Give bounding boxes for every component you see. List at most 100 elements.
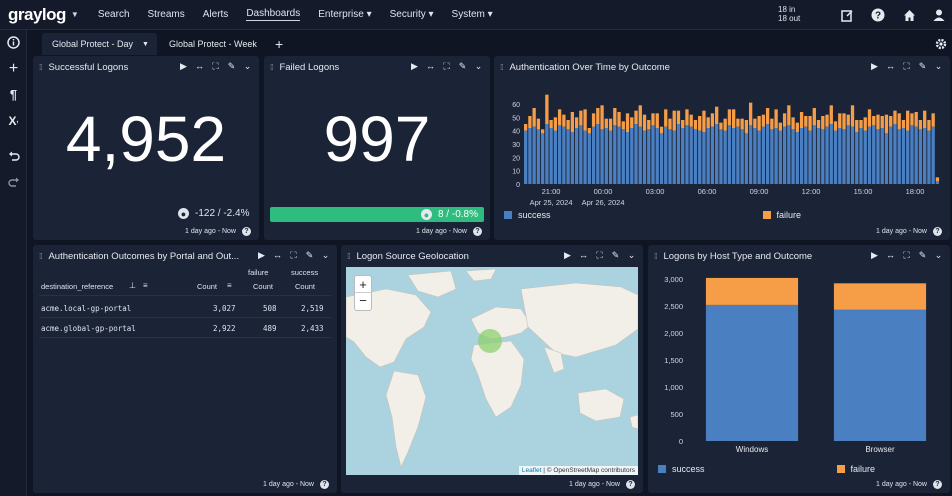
play-icon[interactable]: ▶ (411, 61, 418, 71)
widget-toolbar: ▶ ↔ ⛶ ✎ ⌄ (869, 60, 944, 72)
play-icon[interactable]: ▶ (258, 250, 265, 260)
throughput-indicator: 18 in 18 out (778, 5, 800, 23)
bar-success (570, 132, 575, 184)
expand-width-icon[interactable]: ↔ (579, 250, 588, 260)
geo-hotspot-marker[interactable] (478, 329, 502, 353)
drag-handle-icon[interactable]: ⁞⁞ (347, 251, 351, 261)
redo-icon[interactable] (5, 173, 22, 190)
drag-handle-icon[interactable]: ⁞⁞ (39, 251, 43, 261)
info-icon[interactable] (5, 34, 22, 51)
nav-dashboards[interactable]: Dashboards (246, 8, 301, 21)
fullscreen-icon[interactable]: ⛶ (212, 61, 219, 71)
widget-menu-caret-icon[interactable]: ⌄ (934, 250, 943, 260)
bar-failure (859, 120, 863, 128)
help-icon[interactable]: ? (933, 480, 942, 489)
help-icon[interactable]: ? (242, 227, 251, 236)
bar-failure (536, 118, 541, 130)
fullscreen-icon[interactable]: ⛶ (290, 250, 297, 260)
widget-menu-caret-icon[interactable]: ⌄ (321, 250, 330, 260)
bar-success (727, 125, 732, 184)
edit-icon[interactable]: ✎ (918, 61, 927, 71)
top-navigation-bar: graylog ▼ Search Streams Alerts Dashboar… (0, 0, 952, 30)
legend-swatch-failure (836, 465, 845, 473)
bar-failure (617, 112, 621, 127)
y-tick-label: 2,000 (664, 329, 683, 338)
expand-width-icon[interactable]: ↔ (273, 250, 282, 260)
fullscreen-icon[interactable]: ⛶ (443, 61, 450, 71)
y-tick-label: 30 (512, 142, 520, 149)
tab-menu-caret-icon[interactable]: ▼ (142, 40, 149, 48)
pin-icon[interactable]: ⊥ (129, 281, 136, 290)
cell-success: 2,519 (301, 304, 324, 313)
bar-failure (761, 114, 766, 127)
bar-success (545, 124, 549, 184)
fullscreen-icon[interactable]: ⛶ (903, 61, 910, 71)
drag-handle-icon[interactable]: ⁞⁞ (39, 62, 43, 72)
widget-menu-caret-icon[interactable]: ⌄ (243, 61, 252, 71)
zoom-out-button[interactable]: − (359, 293, 367, 308)
widget-menu-caret-icon[interactable]: ⌄ (627, 250, 636, 260)
edit-icon[interactable]: ✎ (227, 61, 236, 71)
bar-success (838, 128, 842, 184)
bar-failure (705, 277, 799, 305)
play-icon[interactable]: ▶ (871, 61, 878, 71)
bar-success (808, 130, 812, 184)
paragraph-icon[interactable]: ¶ (9, 87, 18, 102)
nav-streams[interactable]: Streams (147, 9, 185, 20)
fullscreen-icon[interactable]: ⛶ (903, 250, 910, 260)
nav-enterprise[interactable]: Enterprise ▾ (318, 9, 372, 20)
undo-icon[interactable] (5, 147, 22, 164)
dashboard-settings-gear-icon[interactable] (935, 37, 947, 55)
logo-caret-icon[interactable]: ▼ (70, 10, 79, 19)
user-icon[interactable] (931, 7, 947, 23)
expand-width-icon[interactable]: ↔ (426, 61, 435, 71)
leaflet-link[interactable]: Leaflet (521, 467, 542, 474)
expand-width-icon[interactable]: ↔ (195, 61, 204, 71)
expand-width-icon[interactable]: ↔ (886, 61, 895, 71)
play-icon[interactable]: ▶ (564, 250, 571, 260)
help-icon[interactable]: ? (320, 480, 329, 489)
nav-system[interactable]: System ▾ (451, 9, 493, 20)
sort-icon[interactable]: ≡ (227, 281, 232, 290)
nav-alerts[interactable]: Alerts (202, 9, 229, 20)
bar-failure (804, 116, 808, 127)
drag-handle-icon[interactable]: ⁞⁞ (270, 62, 274, 72)
table-row[interactable]: acme.local-gp-portal 3,027 508 2,519 (39, 298, 331, 318)
help-icon[interactable]: ? (626, 480, 635, 489)
home-icon[interactable] (901, 7, 917, 23)
help-icon[interactable]: ? (870, 7, 886, 23)
parameters-icon[interactable]: X, (8, 113, 19, 128)
edit-icon[interactable]: ✎ (918, 250, 927, 260)
help-icon[interactable]: ? (473, 227, 482, 236)
edit-notes-icon[interactable] (839, 7, 855, 23)
fullscreen-icon[interactable]: ⛶ (596, 250, 603, 260)
bar-failure (880, 116, 884, 128)
tab-global-protect-day[interactable]: Global Protect - Day ▼ (42, 33, 157, 55)
drag-handle-icon[interactable]: ⁞⁞ (654, 251, 658, 261)
edit-icon[interactable]: ✎ (305, 250, 314, 260)
add-widget-icon[interactable]: + (8, 59, 19, 77)
zoom-in-button[interactable]: + (355, 276, 371, 293)
graylog-logo[interactable]: graylog (8, 4, 66, 24)
nav-security[interactable]: Security ▾ (389, 9, 434, 20)
bar-failure (596, 108, 600, 124)
add-tab-button[interactable]: + (275, 36, 284, 52)
widget-menu-caret-icon[interactable]: ⌄ (474, 61, 483, 71)
widget-header: ⁞⁞ Authentication Over Time by Outcome (494, 56, 950, 78)
expand-width-icon[interactable]: ↔ (886, 250, 895, 260)
bar-success (676, 124, 681, 184)
sort-icon[interactable]: ≡ (143, 281, 148, 290)
play-icon[interactable]: ▶ (871, 250, 878, 260)
table-row[interactable]: acme.global-gp-portal 2,922 489 2,433 (39, 318, 331, 338)
edit-icon[interactable]: ✎ (611, 250, 620, 260)
tab-global-protect-week[interactable]: Global Protect - Week (159, 33, 267, 55)
bar-failure (770, 118, 774, 130)
help-icon[interactable]: ? (933, 227, 942, 236)
drag-handle-icon[interactable]: ⁞⁞ (500, 62, 504, 72)
edit-icon[interactable]: ✎ (458, 61, 467, 71)
osm-attribution[interactable]: | © OpenStreetMap contributors (543, 467, 635, 474)
widget-menu-caret-icon[interactable]: ⌄ (934, 61, 943, 71)
world-map[interactable]: + − Leaflet | © OpenStreetMap contributo… (346, 267, 638, 475)
play-icon[interactable]: ▶ (180, 61, 187, 71)
nav-search[interactable]: Search (97, 9, 130, 20)
